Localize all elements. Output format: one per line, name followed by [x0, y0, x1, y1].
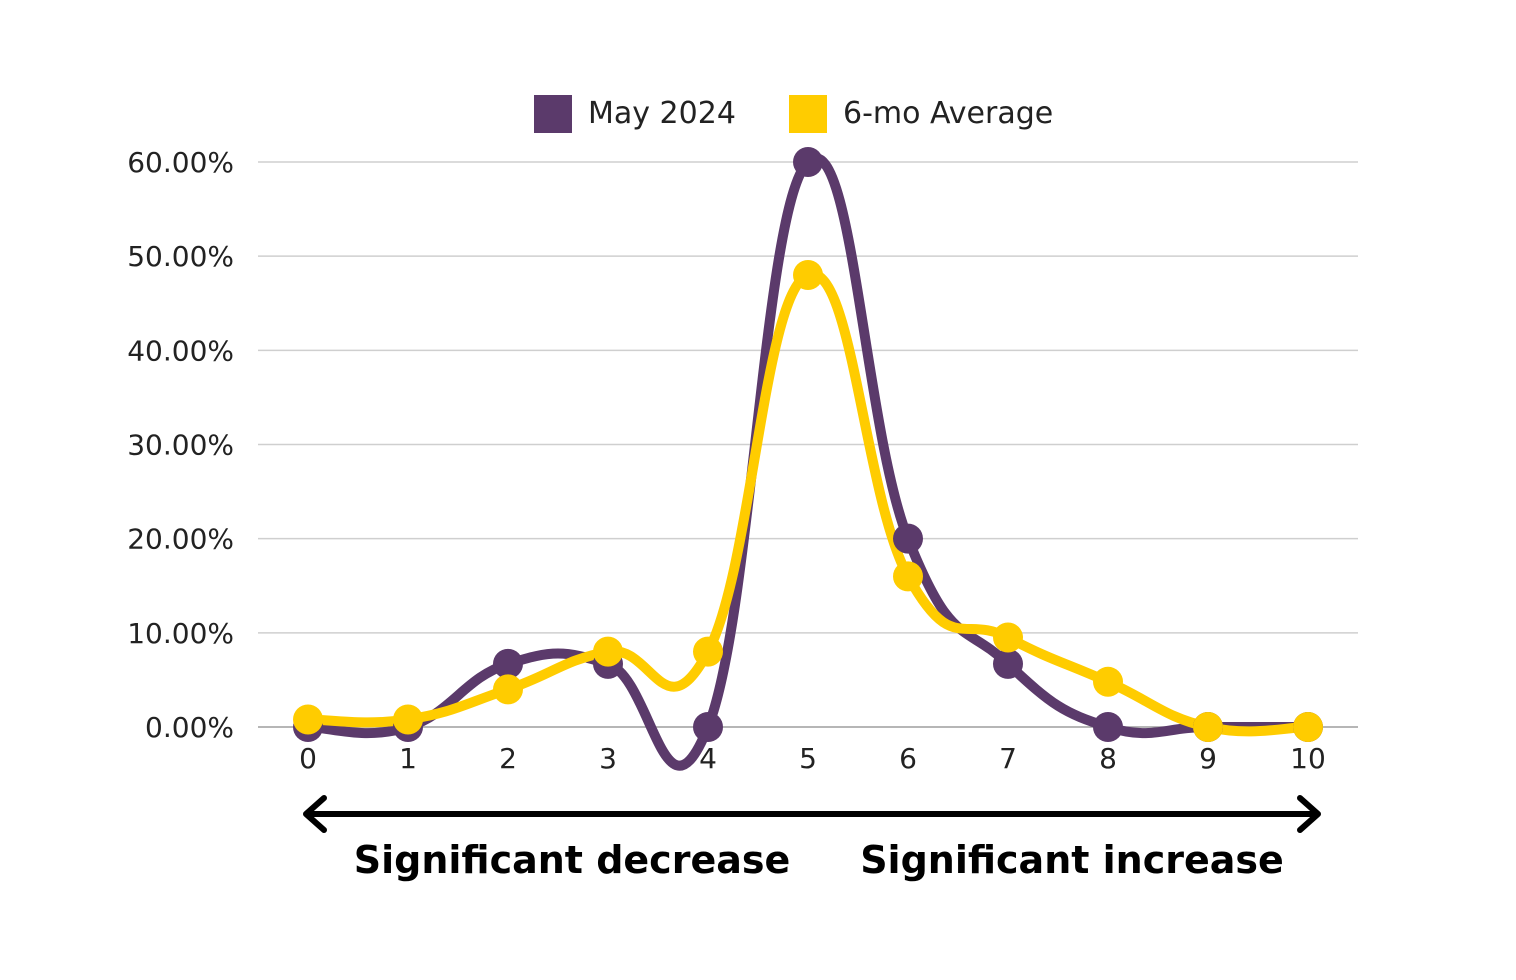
legend-label-6-mo-average: 6-mo Average: [843, 96, 1053, 131]
x-tick-label: 1: [399, 742, 417, 775]
annotation-left-label: Significant decrease: [354, 838, 791, 882]
y-tick-label: 20.00%: [127, 523, 234, 556]
gridlines: [258, 161, 1358, 728]
x-tick-label: 5: [799, 742, 817, 775]
point-may-2024: [793, 147, 823, 177]
legend-swatch-may-2024: [534, 95, 572, 133]
scale-annotation: Significant decrease Significant increas…: [303, 795, 1321, 882]
x-tick-label: 9: [1199, 742, 1217, 775]
point-may-2024: [693, 712, 723, 742]
series-lines: [303, 153, 1313, 771]
x-tick-label: 8: [1099, 742, 1117, 775]
series-line-may-2024: [303, 153, 1313, 771]
point-6-mo-average: [693, 636, 723, 667]
arrow-head-right-icon: [1297, 795, 1321, 833]
point-6-mo-average: [493, 674, 523, 705]
legend: May 2024 6-mo Average: [534, 95, 1053, 133]
point-6-mo-average: [893, 561, 923, 592]
point-6-mo-average: [1193, 712, 1223, 742]
x-tick-label: 3: [599, 742, 617, 775]
point-6-mo-average: [593, 636, 623, 667]
point-may-2024: [993, 648, 1023, 679]
arrow-head-left-icon: [303, 795, 327, 833]
y-tick-label: 10.00%: [127, 617, 234, 650]
point-may-2024: [893, 523, 923, 554]
point-may-2024: [1093, 712, 1123, 742]
legend-label-may-2024: May 2024: [588, 96, 736, 131]
point-6-mo-average: [993, 622, 1023, 653]
y-tick-label: 0.00%: [145, 711, 234, 744]
x-tick-label: 0: [299, 742, 317, 775]
y-tick-label: 40.00%: [127, 334, 234, 367]
y-tick-label: 60.00%: [127, 146, 234, 179]
point-6-mo-average: [793, 260, 823, 290]
x-axis-ticks: 0 1 2 3 4 5 6 7 8 9 10: [299, 742, 1326, 775]
x-tick-label: 2: [499, 742, 517, 775]
series-points: [293, 147, 1323, 742]
point-6-mo-average: [1093, 666, 1123, 697]
series-line-6-mo-average: [303, 269, 1313, 737]
y-axis-ticks: 0.00% 10.00% 20.00% 30.00% 40.00% 50.00% 60.00…: [127, 146, 234, 744]
y-tick-label: 50.00%: [127, 240, 234, 273]
point-6-mo-average: [1293, 712, 1323, 742]
y-tick-label: 30.00%: [127, 429, 234, 462]
legend-swatch-6-mo-average: [789, 95, 827, 133]
x-tick-label: 6: [899, 742, 917, 775]
x-tick-label: 10: [1290, 742, 1326, 775]
point-6-mo-average: [293, 704, 323, 735]
point-6-mo-average: [393, 704, 423, 735]
x-tick-label: 7: [999, 742, 1017, 775]
annotation-right-label: Significant increase: [860, 838, 1284, 882]
point-may-2024: [493, 648, 523, 679]
x-tick-label: 4: [699, 742, 717, 775]
